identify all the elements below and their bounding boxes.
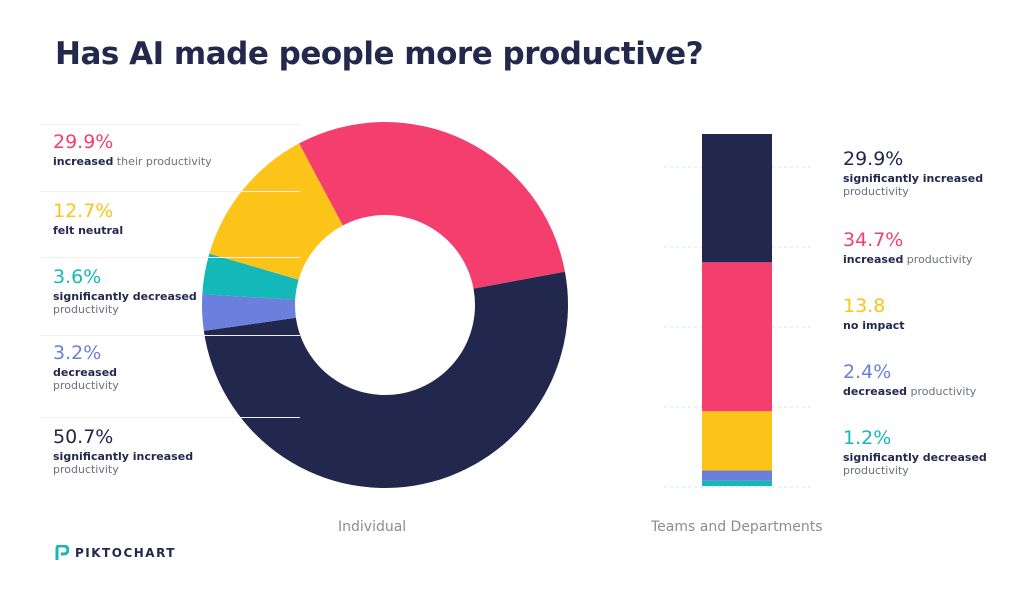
legend-label: productivity	[843, 185, 909, 198]
legend-label: productivity	[907, 385, 977, 398]
donut-slice-3	[202, 253, 299, 300]
piktochart-logo: PIKTOCHART	[55, 545, 176, 561]
bar-segment-2	[702, 411, 772, 471]
bar-legend-item: 29.9% significantly increased productivit…	[843, 148, 1013, 198]
legend-divider	[40, 335, 300, 336]
legend-label-bold: significantly increased	[843, 172, 984, 185]
bar-segment-0	[702, 134, 772, 263]
donut-slice-1	[203, 271, 568, 488]
bar-caption: Teams and Departments	[651, 519, 823, 535]
legend-value: 13.8	[843, 295, 886, 317]
legend-label-bold: increased	[53, 155, 114, 168]
legend-label: productivity	[843, 464, 909, 477]
page-title: Has AI made people more productive?	[55, 36, 704, 72]
donut-legend-item: 3.6% significantly decreased productivity	[53, 266, 293, 316]
donut-slice-0	[299, 121, 565, 289]
donut-slice-4	[209, 143, 343, 280]
bar-legend-item: 2.4% decreased productivity	[843, 361, 1013, 398]
donut-legend-item: 3.2% decreased productivity	[53, 342, 293, 392]
legend-value: 3.2%	[53, 342, 102, 364]
bar-segment-3	[702, 470, 772, 481]
legend-value: 1.2%	[843, 427, 892, 449]
legend-label: productivity	[53, 463, 119, 476]
legend-divider	[40, 257, 300, 258]
legend-label-bold: no impact	[843, 319, 905, 332]
legend-value: 34.7%	[843, 229, 904, 251]
legend-divider	[40, 124, 300, 125]
legend-label: productivity	[903, 253, 973, 266]
legend-value: 29.9%	[843, 148, 904, 170]
bar-segment-1	[702, 262, 772, 412]
logo-text: PIKTOCHART	[75, 546, 176, 560]
legend-label-bold: decreased	[53, 366, 118, 379]
legend-value: 50.7%	[53, 426, 114, 448]
legend-label-bold: decreased	[843, 385, 908, 398]
donut-legend-item: 12.7% felt neutral	[53, 200, 293, 237]
donut-legend-item: 29.9% increased their productivity	[53, 131, 293, 168]
bar-legend-item: 13.8 no impact	[843, 295, 1013, 332]
legend-value: 2.4%	[843, 361, 892, 383]
bar-segment-4	[702, 480, 772, 486]
legend-label-bold: increased	[843, 253, 904, 266]
donut-caption: Individual	[338, 519, 407, 535]
legend-label-bold: significantly decreased	[843, 451, 987, 464]
legend-label: productivity	[53, 379, 119, 392]
legend-divider	[40, 417, 300, 418]
legend-label: their productivity	[113, 155, 212, 168]
bar-legend-item: 34.7% increased productivity	[843, 229, 1013, 266]
legend-value: 29.9%	[53, 131, 114, 153]
legend-divider	[40, 191, 300, 192]
logo-icon	[55, 545, 69, 560]
legend-value: 12.7%	[53, 200, 114, 222]
legend-label: productivity	[53, 303, 119, 316]
bar-legend-item: 1.2% significantly decreased productivity	[843, 427, 1013, 477]
legend-label-bold: felt neutral	[53, 224, 124, 237]
donut-legend-item: 50.7% significantly increased productivit…	[53, 426, 293, 476]
legend-label-bold: significantly decreased	[53, 290, 197, 303]
legend-value: 3.6%	[53, 266, 102, 288]
legend-label-bold: significantly increased	[53, 450, 194, 463]
donut-slice-2	[201, 294, 296, 331]
